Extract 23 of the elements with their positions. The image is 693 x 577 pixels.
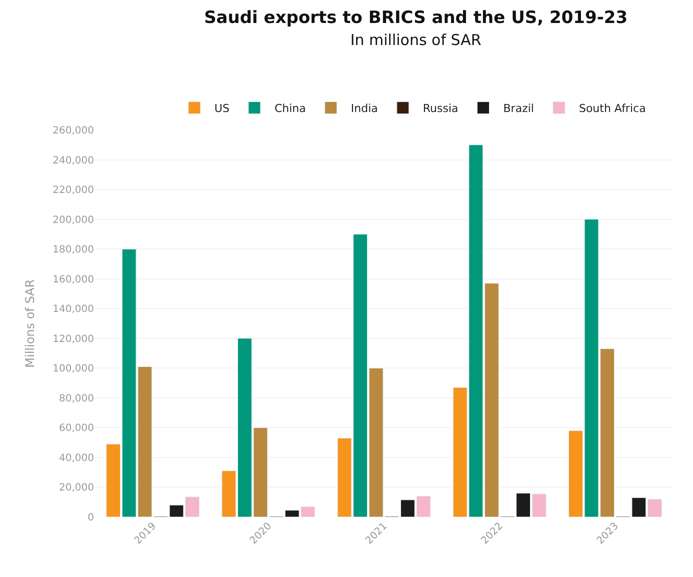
y-tick-label: 100,000 [52,364,94,375]
chart-subtitle: In millions of SAR [350,31,482,50]
legend-label: US [214,102,230,116]
y-tick-label: 160,000 [52,274,94,286]
y-tick-label: 180,000 [52,244,94,256]
y-tick-label: 0 [88,512,94,524]
legend-label: Brazil [503,102,534,116]
y-tick-label: 260,000 [52,126,94,136]
y-tick-label: 20,000 [59,482,94,494]
y-tick-label: 200,000 [52,214,94,226]
y-tick-label: 80,000 [59,393,94,404]
legend-label: South Africa [578,102,646,116]
y-tick-label: 240,000 [52,155,94,166]
legend-label: China [274,102,306,116]
y-tick-label: 40,000 [59,452,94,464]
y-tick-label: 60,000 [59,423,94,434]
chart-title: Saudi exports to BRICS and the US, 2019-23 [204,8,628,28]
y-tick-label: 140,000 [52,304,94,316]
legend-label: India [350,102,378,116]
y-tick-label: 220,000 [52,185,94,196]
y-tick-label: 120,000 [52,334,94,345]
y-axis-title: Millions of SAR [22,279,37,368]
legend-label: Russia [422,102,458,116]
